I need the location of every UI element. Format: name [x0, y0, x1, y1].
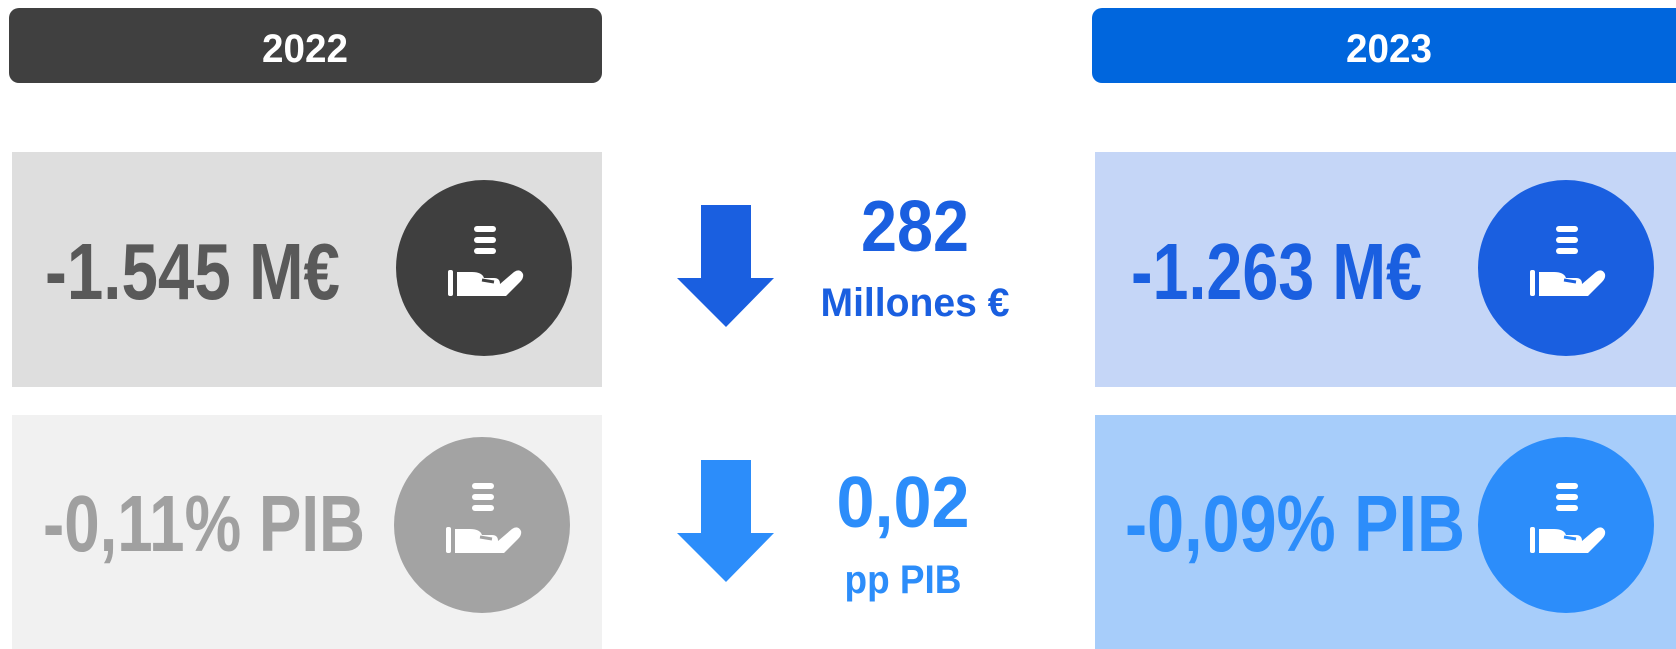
difference-value: 282: [861, 187, 969, 267]
down-arrow: [677, 205, 774, 327]
header-label: 2023: [1346, 27, 1432, 71]
value: -0,09% PIB: [1125, 479, 1465, 568]
icon-circle: [1478, 437, 1654, 613]
difference-unit: Millones €: [821, 281, 1010, 325]
header-label: 2022: [262, 27, 348, 71]
down-arrow: [677, 460, 774, 582]
value: -0,11% PIB: [43, 479, 365, 568]
icon-circle: [1478, 180, 1654, 356]
difference-unit: pp PIB: [845, 558, 962, 602]
header-2023: [1092, 8, 1676, 83]
icon-circle: [396, 180, 572, 356]
value: -1.545 M€: [45, 227, 340, 316]
difference-value: 0,02: [837, 463, 970, 543]
value: -1.263 M€: [1131, 227, 1422, 316]
icon-circle: [394, 437, 570, 613]
header-2022: [9, 8, 602, 83]
